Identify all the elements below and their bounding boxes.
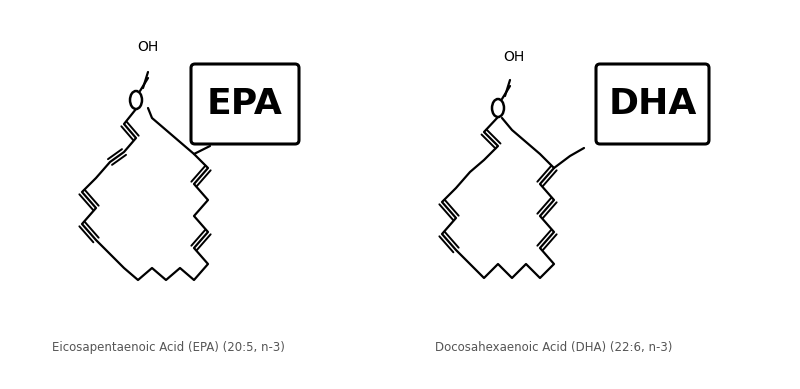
Text: OH: OH [138, 40, 158, 54]
Text: Eicosapentaenoic Acid (EPA) (20:5, n-3): Eicosapentaenoic Acid (EPA) (20:5, n-3) [52, 342, 285, 354]
Ellipse shape [492, 99, 504, 117]
Ellipse shape [130, 91, 142, 109]
Text: OH: OH [503, 50, 525, 64]
Text: DHA: DHA [608, 87, 697, 121]
FancyBboxPatch shape [191, 64, 299, 144]
Text: EPA: EPA [207, 87, 283, 121]
Text: Docosahexaenoic Acid (DHA) (22:6, n-3): Docosahexaenoic Acid (DHA) (22:6, n-3) [435, 342, 672, 354]
FancyBboxPatch shape [596, 64, 709, 144]
